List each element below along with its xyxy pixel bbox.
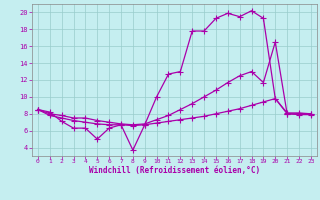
X-axis label: Windchill (Refroidissement éolien,°C): Windchill (Refroidissement éolien,°C) [89,166,260,175]
